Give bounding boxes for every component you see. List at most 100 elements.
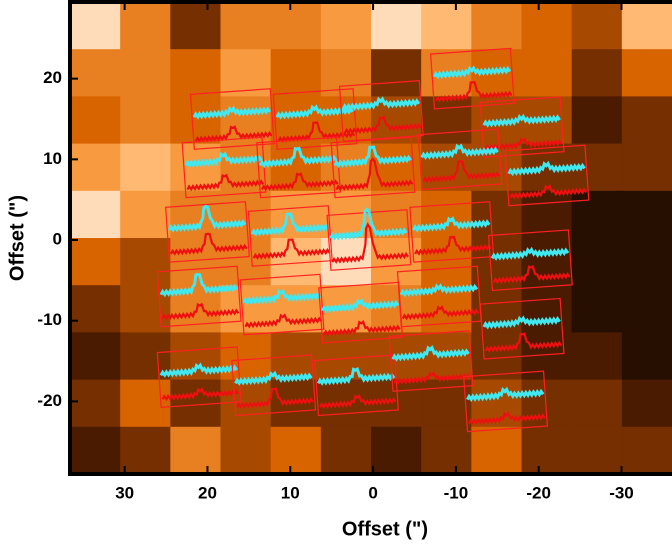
- map-cell: [70, 379, 121, 428]
- spectrum-tile: [156, 346, 242, 409]
- spectrum-box: [330, 136, 416, 199]
- cyan-spectrum: [466, 386, 545, 403]
- spectrum-tile: [487, 229, 573, 292]
- map-cell: [521, 49, 573, 97]
- red-spectrum: [318, 394, 397, 410]
- map-cell: [120, 2, 171, 50]
- x-axis-label: Offset ("): [342, 518, 428, 540]
- cyan-spectrum: [329, 207, 408, 241]
- map-cell: [220, 426, 272, 474]
- red-spectrum: [236, 387, 314, 410]
- map-cell: [70, 49, 121, 97]
- map-cell: [471, 190, 522, 239]
- y-tick-label: 20: [43, 68, 62, 87]
- spectrum-box: [504, 144, 590, 207]
- map-cell: [120, 49, 171, 97]
- red-spectrum: [484, 332, 563, 353]
- spectrum-box: [409, 201, 495, 263]
- spectrum-box: [479, 297, 565, 360]
- spectrum-tile: [429, 47, 515, 110]
- cyan-spectrum: [234, 370, 313, 386]
- map-cell: [70, 238, 121, 286]
- x-tick-label: -20: [526, 483, 551, 502]
- cyan-spectrum: [242, 288, 321, 306]
- map-cell: [521, 426, 573, 474]
- red-spectrum: [434, 80, 513, 103]
- map-cell: [70, 96, 121, 145]
- spectrum-tile: [338, 80, 424, 142]
- map-cell: [571, 190, 623, 239]
- map-cell: [70, 143, 121, 192]
- red-spectrum: [323, 319, 401, 337]
- map-cell: [220, 332, 272, 381]
- map-cell: [371, 49, 422, 97]
- spectrum-tile: [463, 370, 549, 433]
- x-tick-label: 30: [115, 483, 134, 502]
- red-spectrum: [260, 172, 339, 192]
- red-spectrum: [401, 305, 480, 321]
- spectrum-box: [247, 205, 333, 267]
- red-spectrum: [468, 411, 546, 426]
- map-cell: [421, 2, 472, 50]
- y-tick-label: 0: [53, 230, 62, 249]
- red-spectrum: [244, 313, 323, 329]
- map-cell: [621, 49, 672, 97]
- y-tick-label: -20: [37, 391, 62, 410]
- map-cell: [70, 2, 121, 50]
- cyan-spectrum: [507, 160, 586, 177]
- map-cell: [421, 426, 472, 474]
- map-cell: [421, 96, 472, 145]
- red-spectrum: [335, 157, 414, 192]
- map-cell: [320, 426, 372, 474]
- map-cell: [621, 2, 672, 50]
- spectrum-tile: [388, 330, 474, 392]
- cyan-spectrum: [399, 283, 479, 298]
- map-cell: [571, 285, 623, 333]
- spectrum-tile: [417, 128, 503, 191]
- spectrum-tile: [409, 201, 495, 263]
- map-cell: [371, 2, 422, 50]
- map-cell: [521, 2, 573, 50]
- map-cell: [621, 332, 672, 381]
- cyan-spectrum: [159, 273, 239, 298]
- red-spectrum: [194, 125, 273, 143]
- map-cell: [120, 238, 171, 286]
- plot-frame: [68, 0, 672, 476]
- map-cell: [471, 332, 522, 381]
- spectrum-box: [487, 229, 573, 292]
- map-cell: [571, 2, 623, 50]
- map-cell: [170, 49, 221, 97]
- x-tick-label: 20: [198, 483, 217, 502]
- spectrum-tile: [326, 207, 412, 271]
- cyan-spectrum: [167, 204, 247, 233]
- cyan-spectrum: [159, 362, 239, 378]
- map-cell: [571, 49, 623, 97]
- map-cell: [270, 2, 322, 50]
- cyan-spectrum: [490, 246, 570, 261]
- map-cell: [571, 238, 623, 286]
- spectrum-tile: [479, 297, 565, 360]
- map-cell: [421, 238, 472, 286]
- map-cell: [120, 426, 171, 474]
- cyan-spectrum: [275, 104, 354, 120]
- map-cell: [621, 426, 672, 474]
- spectrum-box: [231, 354, 317, 417]
- map-cell: [70, 426, 121, 474]
- spectrum-tile: [189, 88, 275, 150]
- spectrum-box: [156, 265, 242, 328]
- red-spectrum: [484, 137, 563, 151]
- y-tick-label: -10: [37, 310, 62, 329]
- spectrum-box: [417, 128, 503, 191]
- map-cell: [120, 143, 171, 192]
- red-spectrum: [252, 238, 331, 260]
- spectrum-tile: [239, 273, 325, 336]
- map-cell: [621, 143, 672, 192]
- red-spectrum: [161, 302, 240, 321]
- red-spectrum: [169, 232, 248, 256]
- spectrum-tile: [314, 354, 399, 417]
- spectra: [156, 47, 590, 433]
- map-cell: [170, 426, 221, 474]
- red-spectrum: [509, 184, 588, 200]
- spectrum-box: [189, 88, 275, 150]
- red-spectrum: [492, 265, 571, 285]
